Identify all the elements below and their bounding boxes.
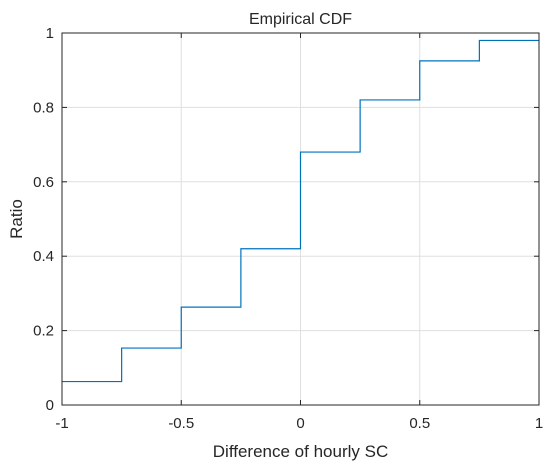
y-tick-label: 0 (46, 397, 54, 414)
y-tick-label: 0.6 (33, 174, 54, 191)
x-tick-label: 0 (296, 415, 304, 432)
series-layer (62, 39, 539, 383)
x-axis-label: Difference of hourly SC (213, 442, 388, 461)
x-tick-label: -0.5 (168, 415, 194, 432)
x-tick-label: -1 (55, 415, 68, 432)
y-tick-labels: 0 0.2 0.4 0.6 0.8 1 (33, 25, 54, 414)
x-tick-labels: -1 -0.5 0 0.5 1 (55, 415, 543, 432)
ecdf-line (62, 39, 539, 383)
y-axis-label: Ratio (7, 199, 26, 239)
y-tick-label: 0.4 (33, 248, 54, 265)
y-tick-label: 1 (46, 25, 54, 42)
y-tick-label: 0.8 (33, 99, 54, 116)
tick-marks (61, 32, 540, 406)
chart-title: Empirical CDF (249, 11, 352, 28)
y-tick-label: 0.2 (33, 323, 54, 340)
x-tick-label: 0.5 (409, 415, 430, 432)
x-tick-label: 1 (535, 415, 543, 432)
